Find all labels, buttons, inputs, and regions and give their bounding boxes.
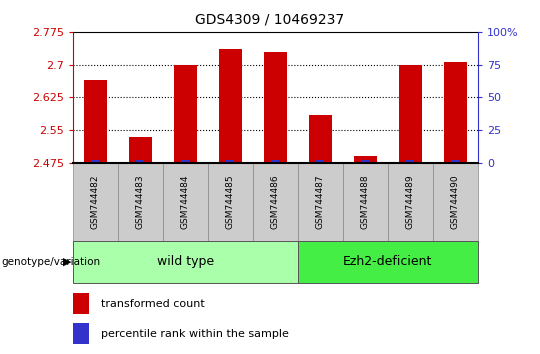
Text: GSM744488: GSM744488 xyxy=(361,175,370,229)
Text: GSM744482: GSM744482 xyxy=(91,175,100,229)
Text: GSM744484: GSM744484 xyxy=(181,175,190,229)
Bar xyxy=(264,52,287,163)
Text: GSM744490: GSM744490 xyxy=(451,175,460,229)
Bar xyxy=(272,160,279,163)
Text: transformed count: transformed count xyxy=(102,298,205,309)
Bar xyxy=(316,160,325,163)
Text: percentile rank within the sample: percentile rank within the sample xyxy=(102,329,289,339)
Bar xyxy=(219,49,242,163)
Text: wild type: wild type xyxy=(157,256,214,268)
Text: GSM744483: GSM744483 xyxy=(136,175,145,229)
Bar xyxy=(451,160,460,163)
Text: ▶: ▶ xyxy=(63,257,72,267)
Bar xyxy=(444,62,467,163)
Text: GSM744487: GSM744487 xyxy=(316,175,325,229)
Bar xyxy=(73,323,89,344)
Bar xyxy=(226,160,234,163)
Text: GSM744489: GSM744489 xyxy=(406,175,415,229)
Bar xyxy=(361,160,369,163)
Bar xyxy=(309,115,332,163)
Bar xyxy=(73,293,89,314)
Text: Ezh2-deficient: Ezh2-deficient xyxy=(343,256,433,268)
Bar xyxy=(84,80,107,163)
Text: GSM744485: GSM744485 xyxy=(226,175,235,229)
Bar xyxy=(137,160,144,163)
Text: GSM744486: GSM744486 xyxy=(271,175,280,229)
Text: genotype/variation: genotype/variation xyxy=(1,257,100,267)
Bar xyxy=(174,65,197,163)
Bar xyxy=(354,156,377,163)
Bar xyxy=(181,160,190,163)
Bar xyxy=(399,65,422,163)
Text: GDS4309 / 10469237: GDS4309 / 10469237 xyxy=(195,12,345,27)
Bar xyxy=(407,160,414,163)
Bar xyxy=(129,137,152,163)
Bar xyxy=(91,160,99,163)
